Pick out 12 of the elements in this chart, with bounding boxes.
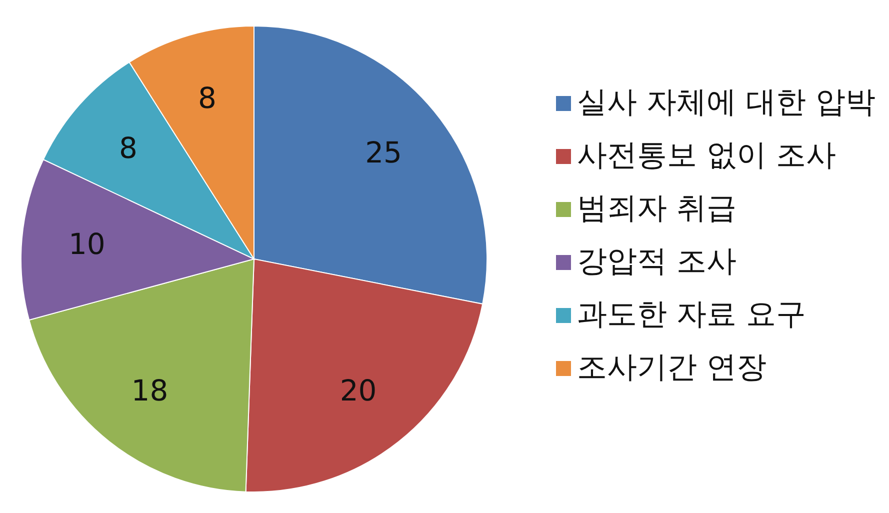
legend-label: 과도한 자료 요구	[577, 297, 806, 332]
legend-label: 조사기간 연장	[577, 350, 767, 385]
data-label: 8	[198, 80, 216, 115]
legend-label: 범죄자 취급	[577, 191, 737, 226]
legend-label: 실사 자체에 대한 압박	[577, 85, 876, 120]
legend-label: 사전통보 없이 조사	[577, 138, 836, 173]
data-label: 25	[365, 135, 402, 170]
legend-label: 강압적 조사	[577, 244, 737, 279]
data-label: 18	[131, 373, 168, 408]
data-label: 10	[68, 227, 106, 262]
data-label: 20	[340, 373, 377, 408]
data-label: 8	[119, 130, 138, 165]
